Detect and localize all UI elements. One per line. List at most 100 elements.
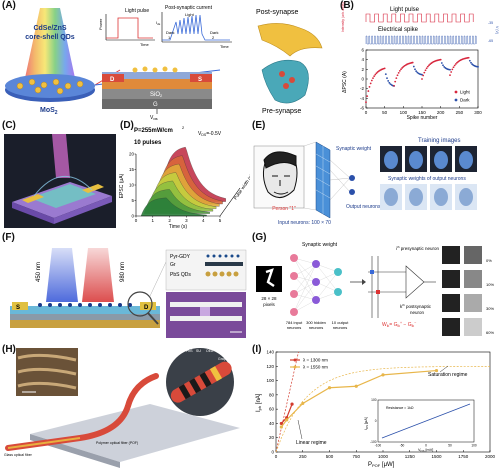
dark-point: [412, 65, 415, 68]
svg-text:S: S: [198, 77, 202, 83]
dark-point: [387, 80, 390, 82]
y-tick-label: 20: [269, 435, 275, 440]
psc-inset: Post-synaptic current Light Ids Dark 1 D…: [156, 5, 232, 49]
dark-point: [415, 70, 418, 73]
svg-text:neurons: neurons: [309, 325, 323, 330]
linear-arrow: [297, 419, 303, 440]
svg-text:1: 1: [168, 35, 171, 40]
dark-point: [388, 81, 391, 84]
x-tick-label: 500: [326, 454, 334, 459]
dark-point: [384, 73, 387, 76]
layer-zoom: Pyr-GDY Gr PbS QDs: [165, 249, 247, 291]
device-stack: [10, 302, 160, 328]
panel-c-label: (C): [2, 120, 16, 131]
svg-text:2: 2: [212, 35, 215, 40]
inset-y-tick-label: -100: [370, 440, 377, 444]
svg-text:Light pulse: Light pulse: [125, 8, 149, 14]
x-tick-label: 2000: [485, 454, 496, 459]
light-pulse-label: Light pulse: [390, 7, 420, 13]
x-tick-label: 0: [365, 110, 368, 115]
light-point: [370, 79, 373, 82]
svg-text:Dark: Dark: [210, 30, 218, 35]
hidden-layer: [312, 260, 320, 304]
dark-point: [443, 65, 446, 68]
light-point: [422, 74, 425, 77]
y-tick-label: 0: [361, 77, 364, 82]
transistor-device: D S SiO2 G Vgs: [102, 66, 212, 120]
svg-text:Wik= Gik+ − Gik−: Wik= Gik+ − Gik−: [382, 321, 416, 328]
y-right-tick: -65: [488, 39, 493, 43]
x-tick-label: 300: [474, 110, 482, 115]
x-tick-label: 5: [219, 218, 222, 223]
training-faces: [380, 146, 477, 172]
svg-text:OEA: OEA: [206, 349, 214, 353]
glass-plate: [30, 404, 240, 462]
light-point: [456, 61, 458, 64]
x-tick-label: 0: [275, 454, 278, 459]
epsc-curve: [140, 197, 207, 217]
svg-text:Time: Time: [220, 44, 230, 49]
light-point: [454, 63, 457, 65]
legend-marker: [293, 358, 297, 362]
x-tick-label: 200: [437, 110, 445, 115]
svg-text:Post-synapse: Post-synapse: [256, 9, 299, 16]
legend-label: λ = 1550 nm: [303, 365, 328, 370]
x-axis-label: PPOF [μW]: [368, 462, 395, 468]
light-pulse-inset: Light pulse Power Time: [98, 8, 155, 47]
panel-g-label: (G): [252, 232, 267, 243]
electrical-spike-trace: [365, 35, 477, 45]
svg-text:neurons: neurons: [333, 325, 347, 330]
y-axis-label: Iph [nA]: [256, 393, 262, 412]
panel-h-figure: PbS SU OEA Graphene Glass optical fiber …: [4, 348, 240, 468]
data-point: [279, 425, 283, 429]
substrate-label: MoS2: [40, 107, 58, 116]
data-point: [301, 401, 305, 406]
pulses-label: 10 pulses: [134, 140, 162, 146]
panel-e: (E) Person "1" Synaptic weight Output: [250, 120, 499, 230]
y-axis-label: ΔPSC (A): [342, 71, 348, 93]
x-tick-label: 1750: [458, 454, 469, 459]
panel-b-label: (B): [340, 0, 354, 11]
y-tick-label: 5: [131, 198, 134, 203]
legend-marker-light: [454, 90, 458, 94]
inset-y-tick-label: 0: [375, 419, 377, 423]
y-axis-label: EPSC (μA): [119, 173, 125, 198]
svg-text:Synaptic weight: Synaptic weight: [302, 242, 338, 248]
power-sup: 2: [182, 125, 185, 130]
x-tick-label: 1250: [405, 454, 416, 459]
light-point: [365, 101, 367, 104]
panel-g-figure: 28 × 28 pixels Synaptic weight 784 input…: [256, 242, 494, 336]
y-tick-label: -6: [360, 106, 364, 111]
inset-iv-line: [381, 403, 471, 439]
y-tick-label: -2: [360, 86, 364, 91]
light-pulse-trace: [365, 13, 474, 23]
dark-point: [470, 61, 472, 64]
synapse-circuit: [368, 256, 436, 318]
panel-a-figure: CdSe/ZnS core-shell QDs MoS2 Light pulse…: [5, 5, 323, 120]
light-point: [452, 66, 455, 69]
light-point: [400, 68, 402, 71]
light-point: [372, 77, 374, 80]
svg-text:D: D: [110, 77, 115, 83]
input-layer: [290, 254, 298, 316]
dark-point: [442, 64, 444, 67]
svg-text:60%: 60%: [486, 330, 494, 335]
inset-x-tick-label: -50: [400, 444, 405, 448]
svg-text:Output neurons: Output neurons: [346, 204, 381, 210]
y-tick-label: 20: [129, 152, 135, 157]
svg-text:SiO2: SiO2: [150, 92, 163, 98]
svg-text:Polymer optical fiber (POF): Polymer optical fiber (POF): [96, 441, 138, 445]
linear-fit: [275, 351, 299, 453]
dark-point: [468, 59, 471, 62]
svg-text:0%: 0%: [486, 258, 492, 263]
panel-d-chart: P=255mW/cm 2 VDS=-0.5V 10 pulses 0 1 2 3 4 5 0 5 10 1…: [119, 125, 250, 230]
x-axis-label: Time (s): [169, 224, 187, 230]
dark-point: [386, 77, 388, 80]
data-point: [279, 421, 283, 426]
light-point: [383, 67, 386, 70]
light-point: [374, 73, 377, 76]
svg-text:450 nm: 450 nm: [36, 262, 42, 282]
panel-g: (G) 28 × 28 pixels Synaptic weight 784 i…: [250, 232, 499, 344]
input-face: [253, 145, 305, 209]
synapse-illustration: Post-synapse Pre-synapse: [256, 9, 323, 115]
